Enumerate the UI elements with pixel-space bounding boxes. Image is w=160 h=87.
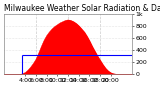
Text: Milwaukee Weather Solar Radiation & Day Average per Minute W/m2 (Today): Milwaukee Weather Solar Radiation & Day … [4, 4, 160, 13]
